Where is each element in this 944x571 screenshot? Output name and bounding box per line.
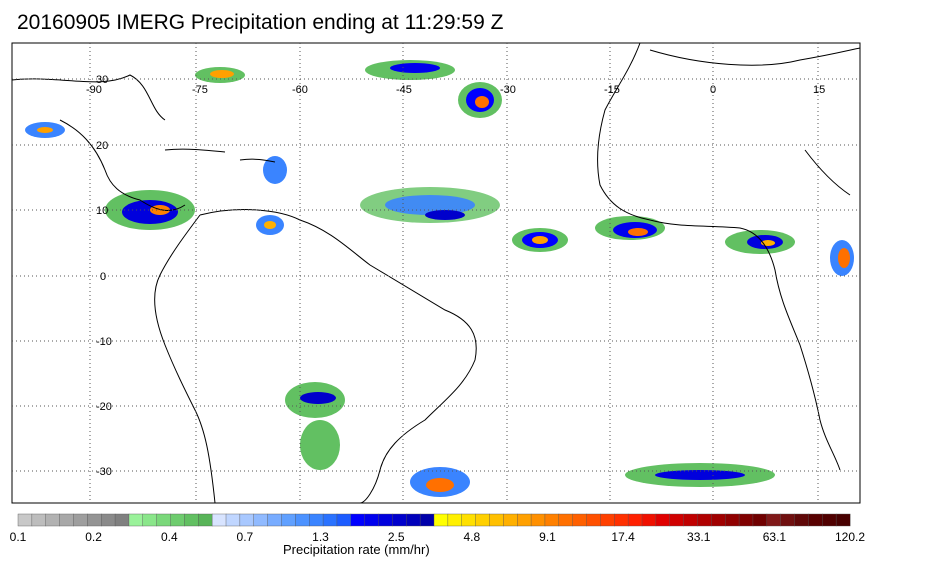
colorbar-swatch — [573, 514, 587, 526]
colorbar-swatch — [822, 514, 836, 526]
colorbar-swatch — [73, 514, 87, 526]
colorbar-swatch — [434, 514, 448, 526]
colorbar-swatch — [323, 514, 337, 526]
colorbar-swatch — [337, 514, 351, 526]
colorbar-tick-label: 0.1 — [10, 530, 27, 544]
colorbar-swatch — [836, 514, 850, 526]
colorbar-tick-label: 0.7 — [237, 530, 254, 544]
colorbar-swatch — [268, 514, 282, 526]
colorbar-swatch — [351, 514, 365, 526]
colorbar-swatch — [711, 514, 725, 526]
colorbar-swatch — [642, 514, 656, 526]
colorbar-swatch — [448, 514, 462, 526]
colorbar: 0.10.20.40.71.32.54.89.117.433.163.1120.… — [0, 0, 944, 571]
colorbar-swatch — [295, 514, 309, 526]
colorbar-swatch — [379, 514, 393, 526]
colorbar-tick-label: 0.2 — [85, 530, 102, 544]
colorbar-tick-label: 9.1 — [539, 530, 556, 544]
colorbar-swatch — [60, 514, 74, 526]
colorbar-swatch — [18, 514, 32, 526]
colorbar-swatch — [254, 514, 268, 526]
colorbar-swatches — [18, 514, 850, 526]
colorbar-swatch — [420, 514, 434, 526]
colorbar-tick-label: 17.4 — [611, 530, 635, 544]
colorbar-swatch — [753, 514, 767, 526]
colorbar-swatch — [684, 514, 698, 526]
colorbar-swatch — [531, 514, 545, 526]
colorbar-swatch — [226, 514, 240, 526]
colorbar-swatch — [129, 514, 143, 526]
colorbar-swatch — [392, 514, 406, 526]
colorbar-swatch — [101, 514, 115, 526]
colorbar-swatch — [517, 514, 531, 526]
colorbar-swatch — [198, 514, 212, 526]
colorbar-swatch — [143, 514, 157, 526]
colorbar-title: Precipitation rate (mm/hr) — [283, 542, 430, 557]
colorbar-swatch — [503, 514, 517, 526]
colorbar-swatch — [171, 514, 185, 526]
colorbar-tick-label: 63.1 — [763, 530, 787, 544]
colorbar-swatch — [600, 514, 614, 526]
colorbar-tick-label: 33.1 — [687, 530, 711, 544]
colorbar-swatch — [365, 514, 379, 526]
colorbar-swatch — [656, 514, 670, 526]
colorbar-swatch — [781, 514, 795, 526]
colorbar-swatch — [406, 514, 420, 526]
colorbar-swatch — [489, 514, 503, 526]
colorbar-swatch — [32, 514, 46, 526]
colorbar-swatch — [587, 514, 601, 526]
colorbar-swatch — [157, 514, 171, 526]
colorbar-tick-labels: 0.10.20.40.71.32.54.89.117.433.163.1120.… — [10, 530, 866, 544]
colorbar-tick-label: 120.2 — [835, 530, 865, 544]
colorbar-swatch — [697, 514, 711, 526]
colorbar-swatch — [212, 514, 226, 526]
colorbar-swatch — [115, 514, 129, 526]
colorbar-swatch — [462, 514, 476, 526]
colorbar-swatch — [614, 514, 628, 526]
colorbar-swatch — [628, 514, 642, 526]
colorbar-swatch — [476, 514, 490, 526]
colorbar-tick-label: 4.8 — [463, 530, 480, 544]
colorbar-swatch — [559, 514, 573, 526]
colorbar-swatch — [808, 514, 822, 526]
colorbar-swatch — [309, 514, 323, 526]
colorbar-swatch — [795, 514, 809, 526]
colorbar-swatch — [725, 514, 739, 526]
colorbar-swatch — [767, 514, 781, 526]
colorbar-tick-label: 0.4 — [161, 530, 178, 544]
colorbar-swatch — [670, 514, 684, 526]
colorbar-swatch — [545, 514, 559, 526]
colorbar-swatch — [46, 514, 60, 526]
colorbar-swatch — [87, 514, 101, 526]
colorbar-swatch — [240, 514, 254, 526]
colorbar-swatch — [184, 514, 198, 526]
colorbar-swatch — [281, 514, 295, 526]
colorbar-swatch — [739, 514, 753, 526]
